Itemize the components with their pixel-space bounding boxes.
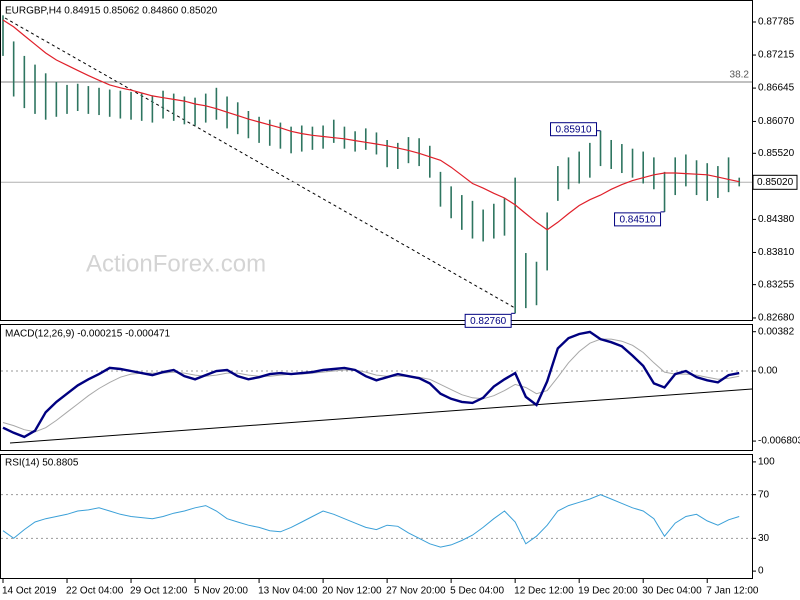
- moving-average: [2, 19, 740, 231]
- rsi-panel: [0, 454, 753, 579]
- x-tick-label: 12 Dec 12:00: [514, 586, 574, 597]
- y-tick-label: 0.83810: [758, 247, 795, 258]
- y-tick-label: 0.85520: [758, 148, 795, 159]
- annotation-box: [464, 313, 512, 328]
- y-tick-label: 0.87215: [758, 50, 795, 61]
- y-tick-label: -0.006803: [758, 436, 800, 447]
- macd-panel: [0, 324, 753, 451]
- y-tick-label: 0.82680: [758, 313, 795, 324]
- y-tick-label: 30: [758, 533, 770, 544]
- fib-label: 38.2: [730, 70, 750, 81]
- trend-line: [4, 17, 516, 309]
- y-tick-label: 0: [758, 566, 764, 577]
- rsi-line: [2, 494, 740, 548]
- x-tick-label: 19 Dec 20:00: [578, 586, 638, 597]
- current-price-label: 0.85020: [757, 177, 794, 188]
- macd-line: [2, 330, 740, 439]
- macd-title: MACD(12,26,9) -0.000215 -0.000471: [5, 329, 171, 340]
- watermark: ActionForex.com: [86, 250, 266, 277]
- x-tick-label: 5 Nov 20:00: [194, 586, 248, 597]
- y-tick-label: 0.86645: [758, 83, 795, 94]
- rsi-title: RSI(14) 50.8805: [5, 458, 79, 469]
- x-tick-label: 30 Dec 04:00: [642, 586, 702, 597]
- signal-line: [2, 338, 740, 433]
- x-tick-label: 22 Oct 04:00: [66, 586, 124, 597]
- x-tick-label: 14 Oct 2019: [2, 586, 57, 597]
- macd-trend-line: [9, 388, 753, 444]
- y-tick-label: 100: [758, 457, 775, 468]
- x-tick-label: 29 Oct 12:00: [130, 586, 188, 597]
- x-tick-label: 13 Nov 04:00: [258, 586, 318, 597]
- x-tick-label: 5 Dec 04:00: [450, 586, 504, 597]
- y-tick-label: 0.83255: [758, 279, 795, 290]
- y-tick-label: 0.86070: [758, 116, 795, 127]
- annotation-label: 0.84510: [619, 215, 656, 226]
- annotation-label: 0.85910: [555, 124, 592, 135]
- y-tick-label: 70: [758, 489, 770, 500]
- annotation-label: 0.82760: [470, 316, 507, 327]
- x-tick-label: 27 Nov 20:00: [386, 586, 446, 597]
- price-panel: [0, 0, 753, 321]
- y-tick-label: 0.00382: [758, 326, 795, 337]
- y-tick-label: 0.84380: [758, 214, 795, 225]
- annotation-box: [614, 212, 662, 227]
- annotation-box: [550, 122, 598, 137]
- price-title: EURGBP,H4 0.84915 0.85062 0.84860 0.8502…: [5, 6, 218, 17]
- x-tick-label: 7 Jan 12:00: [706, 586, 759, 597]
- y-tick-label: 0.00: [758, 366, 778, 377]
- x-tick-label: 20 Nov 12:00: [322, 586, 382, 597]
- current-price-box: [752, 174, 798, 190]
- y-tick-label: 0.87785: [758, 17, 795, 28]
